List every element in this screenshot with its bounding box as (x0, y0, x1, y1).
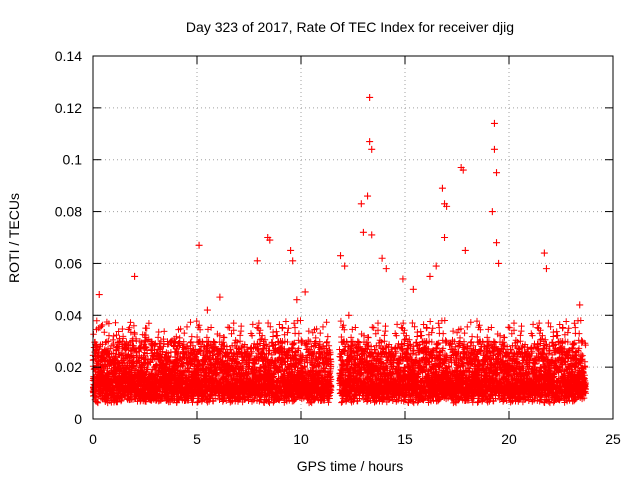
data-point (364, 192, 372, 200)
data-point (366, 93, 374, 101)
data-point (459, 166, 467, 174)
data-point (216, 293, 224, 301)
data-point (95, 291, 103, 299)
data-point (253, 257, 261, 265)
y-tick-label: 0.06 (55, 255, 82, 271)
x-tick-label: 15 (397, 431, 413, 447)
y-tick-label: 0.14 (55, 48, 82, 64)
data-point (540, 249, 548, 257)
data-point (461, 246, 469, 254)
x-tick-label: 20 (501, 431, 517, 447)
data-point (438, 184, 446, 192)
data-point (345, 311, 353, 319)
data-point (441, 234, 449, 241)
data-point (301, 288, 309, 296)
y-tick-labels: 0 0.02 0.04 0.06 0.08 0.1 0.12 0.14 (55, 48, 82, 427)
y-tick-label: 0.04 (55, 307, 82, 323)
y-tick-label: 0.1 (63, 152, 83, 168)
plot-frame (92, 55, 614, 420)
data-point (131, 272, 139, 280)
data-point (426, 272, 434, 280)
data-point (493, 239, 501, 247)
data-point (432, 262, 440, 270)
y-tick-label: 0.02 (55, 359, 82, 375)
y-tick-label: 0.12 (55, 100, 82, 116)
data-point (495, 259, 503, 267)
axis-ticks (92, 55, 614, 420)
data-point (443, 202, 451, 210)
data-point (368, 231, 376, 239)
data-point (493, 169, 501, 177)
data-point (542, 265, 550, 273)
data-point (341, 262, 349, 270)
data-point (409, 285, 417, 293)
data-point (287, 246, 295, 254)
data-point (490, 119, 498, 127)
data-point (359, 228, 367, 236)
data-point (399, 275, 407, 283)
data-point (203, 306, 211, 314)
data-point (337, 252, 345, 260)
chart-title: Day 323 of 2017, Rate Of TEC Index for r… (186, 19, 514, 35)
roti-dense-cloud (89, 317, 589, 407)
data-points (89, 93, 589, 407)
data-point (366, 138, 374, 146)
y-tick-label: 0.08 (55, 204, 82, 220)
data-point (289, 257, 297, 265)
x-tick-label: 5 (193, 431, 201, 447)
data-point (368, 145, 376, 153)
y-axis-label: ROTI / TECUs (6, 193, 22, 283)
data-point (382, 265, 390, 273)
data-point (576, 301, 584, 309)
x-axis-label: GPS time / hours (297, 458, 404, 474)
x-tick-label: 25 (605, 431, 621, 447)
x-tick-labels: 0 5 10 15 20 25 (89, 431, 621, 447)
y-tick-label: 0 (74, 411, 82, 427)
x-tick-label: 10 (293, 431, 309, 447)
data-point (490, 145, 498, 153)
data-point (195, 241, 203, 249)
data-point (378, 254, 386, 262)
data-point (488, 208, 496, 216)
x-tick-label: 0 (89, 431, 97, 447)
data-point (266, 236, 274, 244)
data-point (293, 296, 301, 304)
data-point (357, 200, 365, 208)
